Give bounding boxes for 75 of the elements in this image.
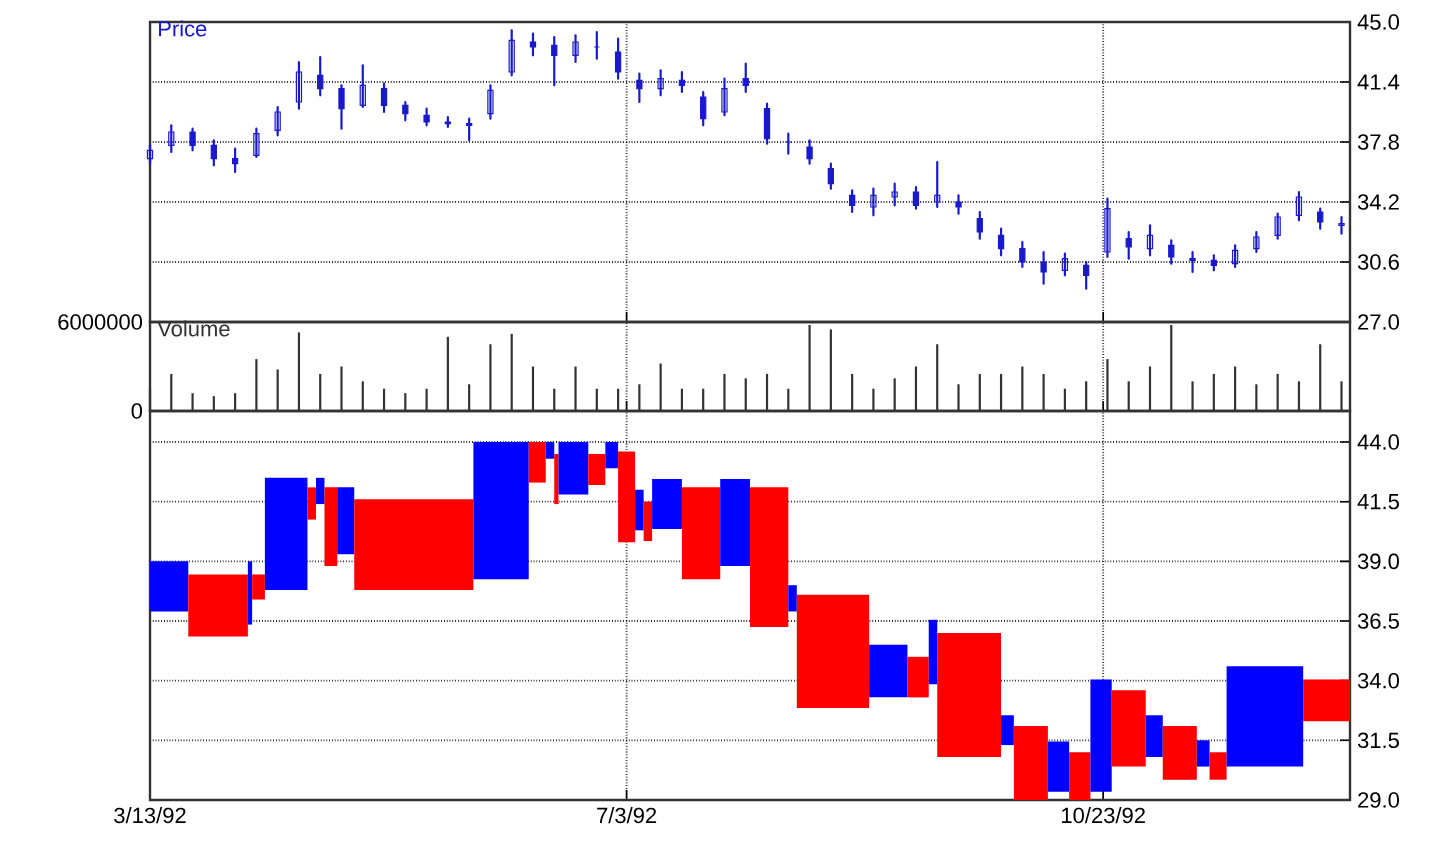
candlestick: [636, 72, 643, 104]
candlestick: [1040, 250, 1047, 285]
candlestick: [1083, 260, 1090, 290]
candlestick: [1253, 230, 1260, 254]
candlestick: [402, 100, 409, 122]
y-tick-label: 45.0: [1357, 14, 1399, 30]
candlestick: [806, 139, 813, 165]
candlestick: [189, 127, 196, 152]
candlestick: [508, 29, 515, 77]
candlestick: [1317, 207, 1324, 230]
y-tick-label: 34.2: [1357, 194, 1399, 210]
candlestick: [700, 90, 707, 127]
candlestick: [466, 117, 473, 142]
candlestick: [338, 84, 345, 130]
candlestick: [721, 77, 728, 117]
x-tick-label: 7/3/92: [597, 807, 657, 824]
candlestick: [1168, 239, 1175, 265]
y-tick-label: 37.8: [1357, 134, 1399, 150]
candlestick: [1104, 197, 1111, 259]
candlestick: [317, 55, 324, 97]
y-tick-label: 39.0: [1357, 553, 1399, 570]
candlestick: [657, 69, 664, 97]
candlestick: [274, 105, 281, 137]
candlestick: [934, 160, 941, 209]
candlestick: [168, 124, 175, 154]
candlestick: [912, 185, 920, 210]
candlestick: [1295, 190, 1303, 222]
candlestick: [231, 147, 239, 174]
candlestick: [678, 70, 686, 94]
y-tick-label: 30.6: [1357, 254, 1399, 270]
x-tick-label: 10/23/92: [1062, 807, 1145, 824]
candlestick: [1125, 230, 1132, 260]
chart-title: Volume: [157, 320, 230, 337]
candlestick: [1146, 224, 1154, 257]
candlestick: [551, 35, 558, 87]
candlestick: [1189, 250, 1196, 274]
x-tick-label: 3/13/92: [114, 807, 186, 824]
y-tick-label: 44.0: [1357, 434, 1399, 450]
candlestick: [572, 34, 579, 64]
candlestick: [1274, 212, 1281, 240]
candlestick: [1061, 252, 1069, 277]
y-tick-label: 36.5: [1357, 613, 1399, 629]
candlestick: [529, 32, 537, 57]
candlestick: [1019, 240, 1026, 269]
candlestick: [997, 227, 1005, 257]
y-tick-label: 41.4: [1357, 74, 1400, 90]
candlestick: [827, 162, 834, 190]
candlestick: [380, 82, 388, 114]
candlestick: [487, 84, 494, 120]
y-tick-label: 34.0: [1357, 672, 1399, 689]
candlestick: [295, 60, 303, 110]
bar: [1047, 741, 1070, 792]
y-tick-label: 29.0: [1358, 792, 1399, 808]
candlestick: [146, 144, 154, 165]
candlestick: [359, 64, 366, 109]
candlestick: [848, 189, 856, 214]
bar: [907, 656, 929, 698]
bar: [1090, 679, 1112, 792]
candlestick: [1231, 244, 1239, 269]
candlestick: [210, 139, 217, 167]
y-tick-label: 41.5: [1357, 494, 1399, 510]
candlestick: [976, 210, 983, 240]
y-tick-label: 0: [131, 403, 143, 419]
y-tick-label: 31.5: [1357, 732, 1399, 749]
candlestick: [955, 194, 962, 215]
candlestick: [614, 37, 622, 80]
chart-title: Price: [159, 20, 207, 37]
candlestick: [253, 127, 260, 159]
candlestick: [742, 62, 749, 94]
candlestick: [870, 187, 877, 217]
candlestick: [891, 182, 898, 207]
candlestick: [1338, 215, 1345, 235]
bar: [1069, 752, 1091, 800]
y-tick-label: 6000000: [58, 314, 143, 330]
y-tick-label: 27.0: [1358, 314, 1399, 330]
